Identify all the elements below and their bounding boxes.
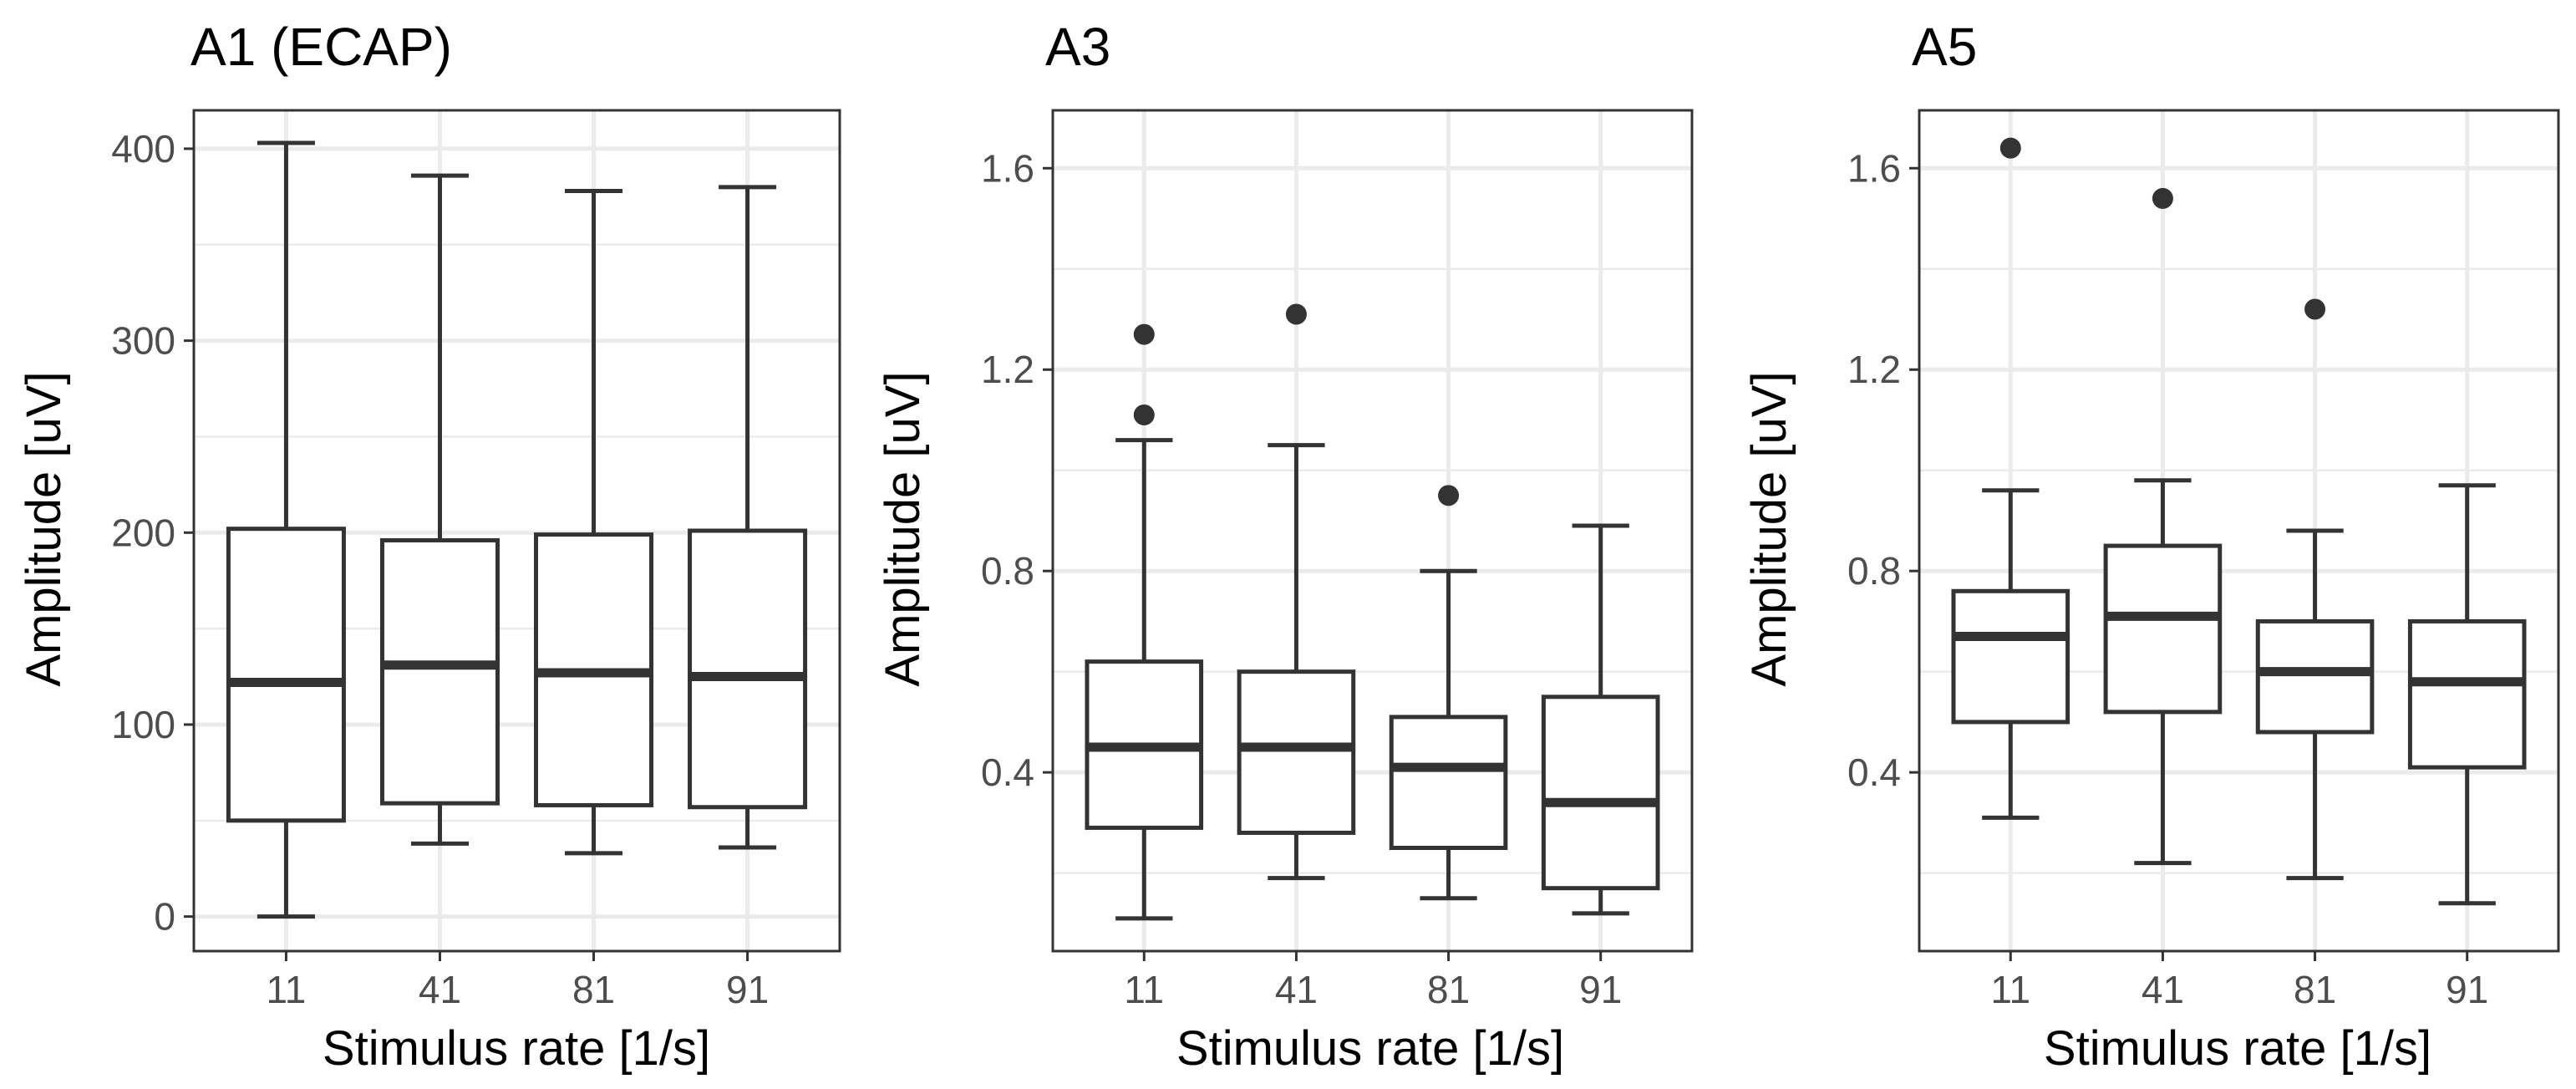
y-tick-label: 1.6 [1847,146,1901,190]
box-iqr [688,528,808,810]
x-tick-label: 41 [1275,968,1318,1011]
plot-area: 0 100 200 300 400 11 41 81 91 [111,109,841,1011]
panel-title: A3 [1045,17,1110,77]
x-tick-label: 41 [419,968,461,1011]
panel-border [192,109,841,953]
x-axis-title: Stimulus rate [1/s] [2044,1021,2431,1076]
box-81 [534,188,654,856]
y-tick-label: 200 [111,511,175,554]
box-11 [1085,323,1204,921]
box-91 [688,185,808,850]
outlier-point [1438,485,1460,506]
y-tick-label: 1.2 [981,348,1034,391]
box-iqr [1237,669,1356,835]
x-tick-label: 91 [1579,968,1622,1011]
box-81 [2255,298,2375,881]
box-iqr [1389,715,1508,851]
box-iqr [1541,695,1660,891]
outlier-point [2304,298,2326,320]
x-axis-title: Stimulus rate [1/s] [1176,1021,1564,1076]
y-tick-label: 0.4 [981,751,1034,794]
y-axis-title: Amplitude [uV] [876,371,930,686]
box-41 [1237,303,1356,881]
outlier-point [1285,303,1307,325]
box-iqr [226,527,346,823]
outlier-point [1133,404,1155,425]
box-11 [226,140,346,919]
y-tick-label: 0.4 [1847,751,1901,794]
outlier-point [2152,187,2173,209]
y-tick-label: 1.2 [1847,348,1901,391]
y-axis-title: Amplitude [uV] [1742,371,1796,686]
x-axis-title: Stimulus rate [1/s] [323,1021,710,1076]
box-iqr [2407,618,2527,770]
x-tick-label: 91 [726,968,769,1011]
box-91 [2407,483,2527,906]
box-81 [1389,485,1508,901]
x-tick-label: 41 [2142,968,2184,1011]
y-tick-label: 0.8 [1847,549,1901,593]
y-tick-label: 1.6 [981,146,1034,190]
box-iqr [1951,588,2070,725]
outlier-point [1133,323,1155,345]
panel-border [1051,109,1694,953]
box-41 [379,173,500,846]
box-41 [2103,187,2223,866]
panel-border [1918,109,2560,953]
panel-a1: 0 100 200 300 400 11 41 81 91 A1 (ECAP) Amplitud… [17,17,841,1076]
panel-a3: 0.4 0.8 1.2 1.6 11 41 81 91 A3 Amplitude [uV] S… [876,17,1694,1076]
y-tick-label: 100 [111,703,175,746]
y-axis-title: Amplitude [uV] [17,371,71,686]
x-tick-label: 81 [1427,968,1470,1011]
y-tick-label: 0.8 [981,549,1034,593]
plot-area: 0.4 0.8 1.2 1.6 11 41 81 91 [981,109,1694,1011]
box-91 [1541,523,1660,916]
panel-a5: 0.4 0.8 1.2 1.6 11 41 81 91 A5 Amplitude [uV] S… [1742,17,2560,1076]
y-tick-label: 0 [154,895,175,939]
x-tick-label: 11 [267,968,307,1011]
x-tick-label: 11 [1990,968,2030,1011]
outlier-point [1999,137,2021,159]
panel-title: A5 [1912,17,1977,77]
x-tick-label: 81 [572,968,615,1011]
box-iqr [2103,543,2223,715]
x-tick-label: 11 [1124,968,1164,1011]
x-tick-label: 81 [2294,968,2336,1011]
panel-background [1919,110,2558,951]
panel-title: A1 (ECAP) [191,17,452,77]
plot-area: 0.4 0.8 1.2 1.6 11 41 81 91 [1847,109,2560,1011]
box-11 [1951,137,2070,820]
box-iqr [2255,618,2375,735]
y-tick-label: 300 [111,319,175,363]
y-tick-label: 400 [111,127,175,170]
x-tick-label: 91 [2446,968,2488,1011]
box-iqr [379,537,500,806]
